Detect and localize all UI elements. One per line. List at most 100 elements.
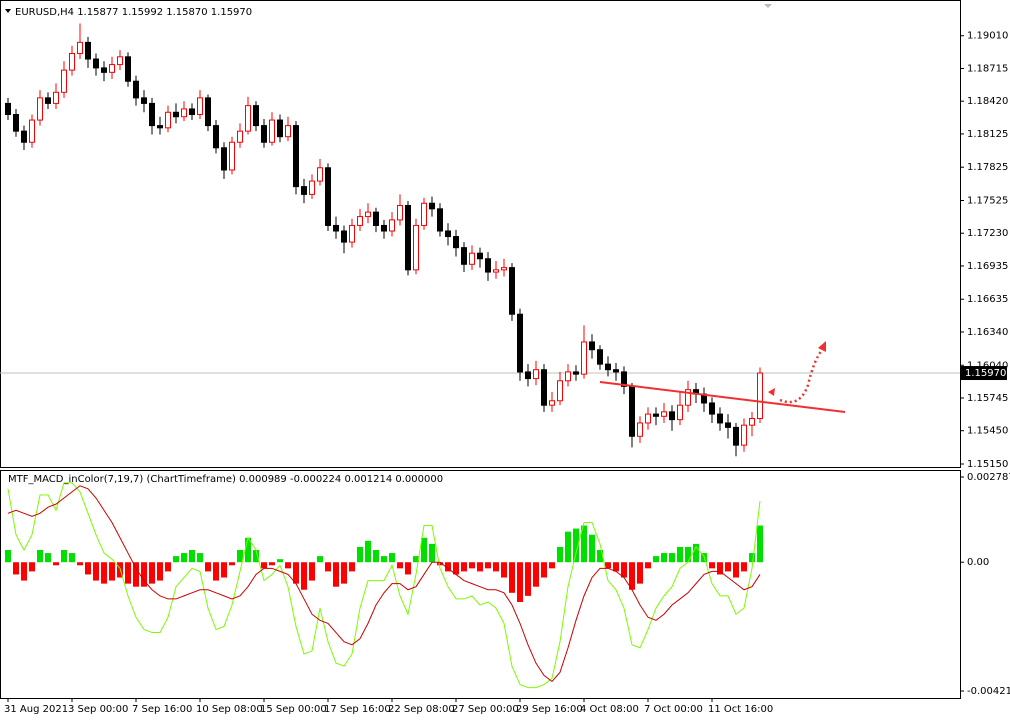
histogram-bar — [5, 549, 11, 563]
y-tick-label: -0.004211 — [967, 686, 1010, 697]
menu-triangle[interactable] — [5, 9, 11, 13]
histogram-bar — [101, 562, 107, 584]
histogram-bar — [533, 562, 539, 587]
histogram-bar — [421, 537, 427, 563]
current-price-box — [961, 366, 1007, 381]
candle-body — [117, 56, 123, 66]
histogram-bar — [693, 543, 699, 563]
histogram-bar — [141, 562, 147, 587]
histogram-bar — [677, 546, 683, 563]
candle-body — [469, 252, 475, 265]
arrow-head — [768, 388, 775, 396]
candle-body — [725, 422, 731, 428]
histogram-bar — [709, 562, 715, 569]
candle-body — [717, 413, 723, 424]
candle-body — [317, 167, 323, 182]
histogram-bar — [29, 562, 35, 572]
y-tick-label: 1.18715 — [967, 63, 1008, 74]
histogram-bar — [661, 553, 667, 563]
candle-body — [141, 97, 147, 104]
histogram-bar — [277, 559, 283, 563]
histogram-bar — [517, 562, 523, 602]
projection-arrow — [779, 349, 823, 404]
candle-body — [733, 426, 739, 446]
candle-body — [397, 204, 403, 221]
x-tick-label: 7 Sep 16:00 — [132, 704, 192, 715]
y-tick-label: 1.17230 — [967, 228, 1008, 239]
histogram-bar — [397, 562, 403, 569]
candle-body — [677, 404, 683, 421]
x-tick-label: 3 Sep 00:00 — [68, 704, 128, 715]
histogram-bar — [149, 562, 155, 584]
candle-body — [189, 108, 195, 116]
histogram-bar — [53, 562, 59, 566]
candle-body — [597, 349, 603, 365]
histogram-bar — [189, 549, 195, 563]
candle-body — [389, 219, 395, 232]
x-tick-label: 31 Aug 2021 — [4, 704, 68, 715]
histogram-bar — [373, 549, 379, 563]
histogram-bar — [45, 553, 51, 563]
candle-body — [405, 204, 411, 271]
candle-body — [45, 97, 51, 104]
histogram-bar — [725, 562, 731, 572]
histogram-bar — [541, 562, 547, 578]
candle-body — [277, 119, 283, 138]
indicator-window-frame — [0, 470, 961, 699]
histogram-bar — [653, 556, 659, 563]
candle-body — [197, 97, 203, 116]
histogram-bar — [317, 556, 323, 563]
histogram-bar — [717, 562, 723, 575]
histogram-bar — [429, 543, 435, 563]
candle-body — [333, 224, 339, 232]
candle-body — [525, 371, 531, 380]
histogram-bar — [213, 562, 219, 581]
indicator-line — [7, 482, 761, 689]
histogram-bar — [501, 562, 507, 578]
histogram-bar — [269, 562, 275, 566]
histogram-bar — [85, 562, 91, 575]
histogram-bar — [477, 562, 483, 572]
y-tick-label: 1.16040 — [967, 360, 1008, 371]
indicator-line — [7, 485, 761, 683]
histogram-bar — [69, 553, 75, 563]
candle-body — [589, 341, 595, 351]
y-tick-label: 1.16635 — [967, 294, 1008, 305]
histogram-bar — [733, 562, 739, 578]
histogram-bar — [261, 562, 267, 569]
candle-body — [653, 413, 659, 417]
y-tick-label: 1.19010 — [967, 31, 1008, 42]
candle-body — [213, 125, 219, 149]
y-tick-label: 0.00 — [967, 557, 989, 568]
histogram-bar — [493, 562, 499, 572]
current-price-label: 1.15970 — [965, 368, 1006, 379]
histogram-bar — [741, 562, 747, 572]
candle-body — [381, 224, 387, 232]
candle-body — [21, 130, 27, 143]
candle-body — [709, 402, 715, 415]
candle-body — [645, 413, 651, 424]
candle-body — [373, 211, 379, 226]
x-tick-label: 4 Oct 08:00 — [580, 704, 639, 715]
candle-body — [661, 411, 667, 417]
histogram-bar — [325, 562, 331, 572]
histogram-bar — [405, 562, 411, 575]
histogram-bar — [749, 553, 755, 563]
trend-line — [599, 381, 846, 413]
candle-body — [485, 258, 491, 273]
y-tick-label: 1.16935 — [967, 261, 1008, 272]
candle-body — [157, 125, 163, 129]
histogram-bar — [157, 562, 163, 581]
candle-body — [501, 267, 507, 271]
symbol-header: EURUSD,H4 1.15877 1.15992 1.15870 1.1597… — [15, 7, 252, 18]
histogram-bar — [757, 525, 763, 563]
x-tick-label: 17 Sep 16:00 — [324, 704, 391, 715]
candle-body — [13, 114, 19, 132]
main-window-frame — [0, 0, 961, 468]
histogram-bar — [333, 562, 339, 587]
candle-body — [205, 97, 211, 127]
histogram-bar — [637, 562, 643, 584]
candle-body — [541, 369, 547, 406]
candle-body — [301, 186, 307, 195]
